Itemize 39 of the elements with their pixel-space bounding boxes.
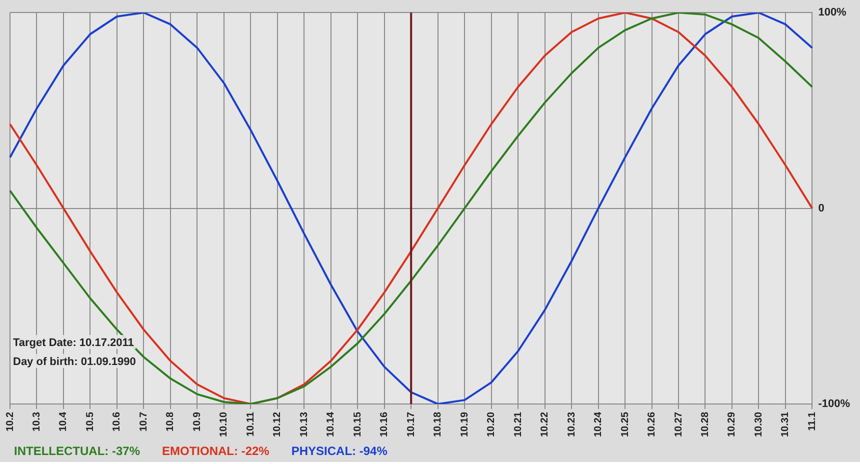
text: EMOTIONAL: -22% [162,444,270,458]
x-tick-label: 10.5 [84,412,96,432]
x-tick-label: 10.29 [726,412,738,438]
x-tick-label: 10.13 [298,412,310,438]
x-tick-label: 10.2 [4,412,16,432]
x-tick-label: 10.9 [192,412,203,432]
annotation: Target Date: 10.17.2011 [13,336,134,349]
text: INTELLECTUAL: -37% [14,444,140,458]
x-tick-label: 10.12 [272,412,284,438]
x-tick-label: 10.8 [165,412,176,432]
x-tick-label: 10.4 [58,412,70,432]
x-tick-label: 10.11 [245,412,256,436]
x-tick-label: 10.17 [406,412,417,438]
x-tick-label: 10.28 [700,412,711,438]
x-tick-label: 10.15 [352,412,364,438]
x-tick-label: 10.16 [379,412,390,438]
x-tick-label: 10.24 [593,412,604,438]
y-tick-label: 100% [818,6,847,19]
x-tick-label: 10.3 [31,412,42,432]
text: PHYSICAL: -94% [291,444,388,458]
x-tick-label: 10.7 [138,412,150,432]
x-tick-label: 10.25 [620,412,631,438]
x-tick-label: 10.10 [218,412,230,438]
x-tick-label: 10.14 [326,412,337,438]
y-tick-label: -100% [818,398,850,410]
x-tick-label: 10.27 [673,412,684,438]
x-tick-label: 10.26 [646,412,658,438]
x-tick-label: 10.30 [753,412,764,438]
x-tick-label: 10.18 [432,412,444,438]
x-tick-label: 10.23 [566,412,578,438]
x-tick-label: 10.21 [512,412,524,438]
x-tick-label: 10.20 [486,412,498,438]
x-tick-label: 11.1 [806,412,818,431]
y-tick-label: 0 [818,202,824,214]
x-tick-label: 10.22 [540,412,551,438]
x-tick-label: 10.19 [459,412,470,438]
x-tick-label: 10.6 [112,412,123,432]
x-tick-label: 10.31 [780,412,792,438]
annotation: Day of birth: 01.09.1990 [13,356,136,368]
